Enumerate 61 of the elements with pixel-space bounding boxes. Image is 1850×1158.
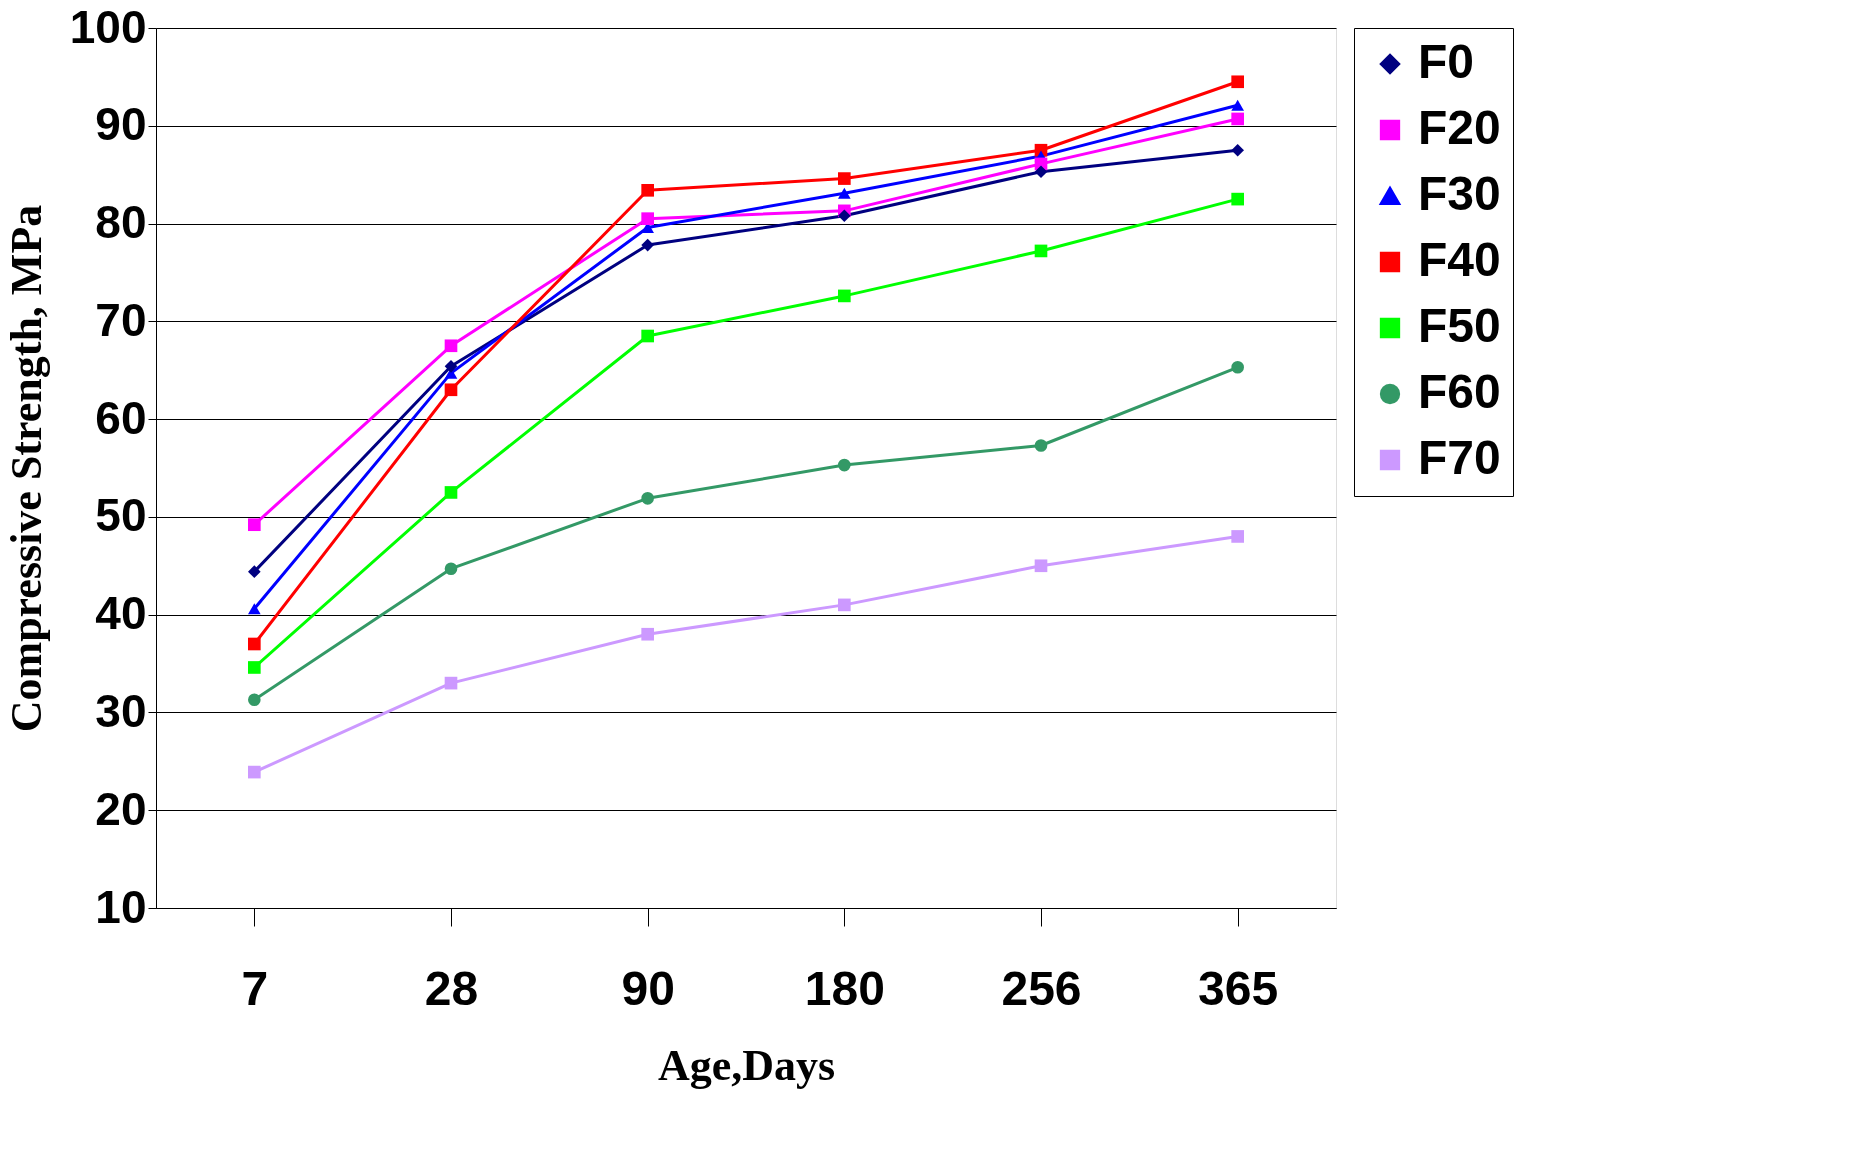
y-axis-title: Compressive Strength, MPa (1, 204, 51, 733)
legend-label: F20 (1418, 101, 1501, 154)
point (248, 518, 261, 532)
point (248, 661, 261, 674)
x-tick-label: 180 (804, 961, 885, 1015)
point (444, 562, 458, 576)
point (1231, 143, 1244, 157)
point (1231, 112, 1244, 126)
point (1231, 99, 1244, 111)
x-tick-label: 28 (424, 961, 479, 1015)
point (444, 359, 458, 373)
x-axis-title: Age,Days (657, 1040, 836, 1090)
point (641, 212, 654, 225)
point (1231, 192, 1244, 206)
point (444, 486, 458, 499)
point (248, 603, 261, 615)
point (838, 187, 851, 199)
y-tick-label: 20 (95, 782, 147, 835)
y-tick-label: 70 (95, 293, 147, 346)
point (248, 765, 261, 779)
x-tick-label: 365 (1198, 961, 1279, 1015)
x-tick-label: 90 (621, 961, 675, 1015)
point (1231, 75, 1244, 89)
legend-label: F50 (1418, 299, 1501, 352)
point (641, 329, 654, 343)
point (248, 637, 261, 651)
point (1034, 559, 1048, 573)
point (641, 627, 654, 641)
y-tick-label: 50 (95, 489, 147, 542)
legend-label: F70 (1418, 431, 1501, 484)
point (838, 598, 851, 612)
point (248, 693, 261, 707)
legend-label: F30 (1418, 167, 1501, 220)
legend-label: F60 (1418, 365, 1501, 418)
point (838, 458, 851, 472)
y-tick-label: 100 (69, 0, 147, 53)
point (1034, 244, 1048, 258)
y-tick-label: 90 (95, 98, 147, 151)
point (838, 209, 851, 223)
point (1034, 165, 1048, 179)
point (1231, 360, 1244, 374)
y-tick-label: 80 (95, 196, 147, 249)
point (838, 289, 851, 303)
point (1231, 530, 1244, 543)
legend-label: F40 (1418, 233, 1501, 286)
point (248, 565, 261, 578)
point (641, 183, 654, 197)
point (641, 238, 654, 252)
y-tick-label: 30 (95, 684, 147, 737)
point (444, 383, 458, 397)
legend-label: F0 (1418, 35, 1475, 88)
point (838, 172, 851, 185)
point (444, 339, 458, 353)
point (641, 492, 654, 505)
y-tick-label: 40 (95, 587, 147, 640)
x-tick-label: 256 (1001, 961, 1082, 1015)
y-tick-label: 10 (95, 880, 147, 933)
y-tick-label: 60 (95, 391, 147, 444)
point (444, 676, 458, 690)
point (1034, 439, 1048, 452)
x-tick-label: 7 (241, 961, 269, 1015)
